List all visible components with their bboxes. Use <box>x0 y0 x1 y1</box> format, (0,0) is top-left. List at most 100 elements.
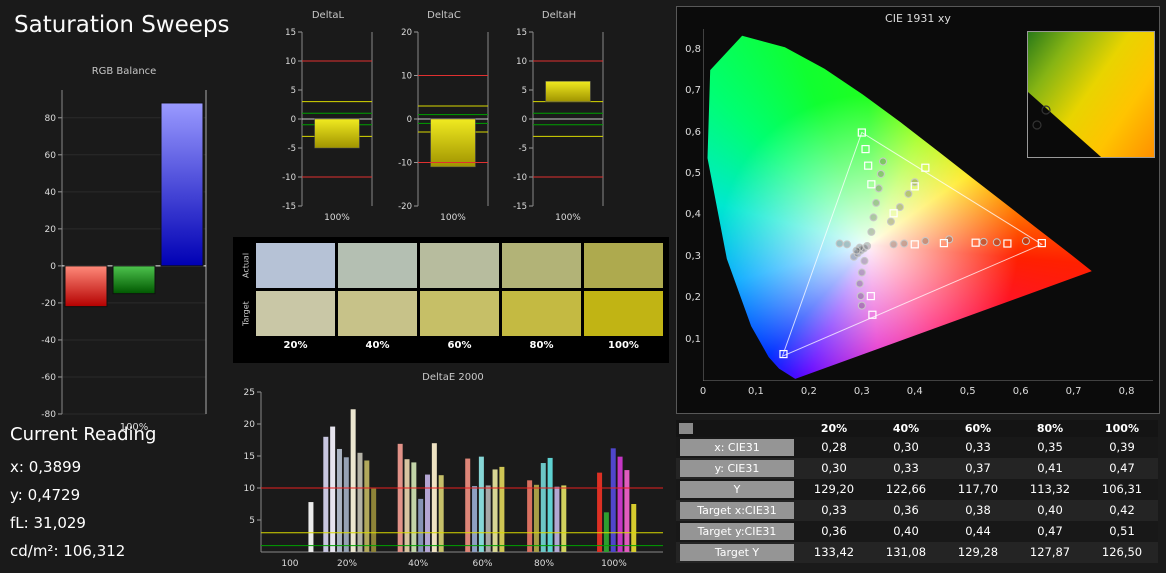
measured-point <box>855 279 864 288</box>
svg-text:100%: 100% <box>601 559 627 569</box>
deltae-bar <box>323 436 329 552</box>
rgb-bar-green <box>112 265 156 295</box>
delta-h-chart: DeltaH 15 10 5 0 -5 -10 -15 100% <box>509 10 609 230</box>
measured-point <box>889 240 898 249</box>
target-point <box>779 349 788 359</box>
table-cell: 0,47 <box>1086 458 1158 479</box>
cie-y-tick: 0,6 <box>685 126 701 138</box>
target-point <box>910 240 919 249</box>
svg-text:0: 0 <box>291 115 296 125</box>
delta-svg-0: 15 10 5 0 -5 -10 -15 100% <box>282 28 373 223</box>
target-point <box>910 182 919 191</box>
svg-text:-20: -20 <box>398 202 412 212</box>
table-cell: 0,51 <box>1086 521 1158 542</box>
rgb-balance-chart: RGB Balance 80 60 40 20 0 -20 -40 -60 -80 100% <box>34 66 214 442</box>
svg-text:100%: 100% <box>324 213 350 223</box>
table-corner <box>676 420 798 437</box>
delta-c-chart: DeltaC 20 10 0 -10 -20 100% <box>394 10 494 230</box>
deltae-bar <box>492 469 498 552</box>
swatch-corner <box>239 339 253 353</box>
svg-text:-40: -40 <box>41 336 56 346</box>
table-row-label: Target x:CIE31 <box>676 500 798 521</box>
target-point <box>1037 238 1046 248</box>
svg-text:10: 10 <box>285 57 296 67</box>
cie-y-tick: 0,3 <box>685 250 701 262</box>
cie-y-tick: 0,4 <box>685 209 701 221</box>
table-col-header: 100% <box>1086 420 1158 437</box>
measured-point <box>867 227 876 236</box>
svg-text:-15: -15 <box>282 202 296 212</box>
deltae-bar <box>478 456 484 552</box>
table-cell: 0,33 <box>798 500 870 521</box>
delta-l-chart: DeltaL 15 10 5 0 -5 -10 -15 100% <box>278 10 378 230</box>
table-cell: 0,47 <box>1014 521 1086 542</box>
cie-x-tick: 0,5 <box>959 386 976 397</box>
deltae-bar <box>533 484 539 552</box>
current-reading: Current Reading x: 0,3899 y: 0,4729 fL: … <box>10 424 240 565</box>
measured-point <box>860 256 869 265</box>
table-row-label: y: CIE31 <box>676 458 798 479</box>
saturation-swatch-table: Actual Target 20% 40% 60% 80% 100% <box>233 237 669 363</box>
svg-text:-20: -20 <box>41 299 56 309</box>
measured-point <box>856 292 865 301</box>
table-cell: 113,32 <box>1014 479 1086 500</box>
deltae-bar <box>418 498 424 552</box>
svg-text:100%: 100% <box>120 422 149 433</box>
table-row-label: x: CIE31 <box>676 437 798 458</box>
reading-y: y: 0,4729 <box>10 486 81 504</box>
swatch-col-label: 100% <box>608 340 639 351</box>
cie-y-tick: 0,1 <box>685 333 701 345</box>
measured-point <box>857 268 866 277</box>
table-cell: 126,50 <box>1086 542 1158 563</box>
svg-text:60: 60 <box>45 151 57 161</box>
svg-text:20: 20 <box>45 225 57 235</box>
svg-text:80%: 80% <box>534 559 554 569</box>
table-cell: 0,37 <box>942 458 1014 479</box>
deltae2000-svg: 25 20 15 10 5 100 20% 40% 60% 80% 100% <box>244 388 663 569</box>
target-point <box>857 128 866 137</box>
measured-point <box>874 184 883 193</box>
table-cell: 0,39 <box>1086 437 1158 458</box>
table-cell: 0,35 <box>1014 437 1086 458</box>
swatch-target-100% <box>584 291 663 336</box>
cie-plot-overlay <box>703 29 1153 381</box>
svg-text:15: 15 <box>285 28 296 38</box>
reading-x: x: 0,3899 <box>10 458 82 476</box>
swatch-target-40% <box>338 291 417 336</box>
deltae-bar <box>540 463 546 552</box>
swatch-actual-40% <box>338 243 417 288</box>
svg-text:0: 0 <box>522 115 527 125</box>
swatch-target-20% <box>256 291 335 336</box>
measured-point <box>904 189 913 198</box>
svg-text:0: 0 <box>50 262 56 272</box>
swatch-actual-100% <box>584 243 663 288</box>
delta-svg-2: 15 10 5 0 -5 -10 -15 100% <box>513 28 604 223</box>
table-cell: 0,36 <box>798 521 870 542</box>
svg-text:-15: -15 <box>513 202 527 212</box>
deltae-bar <box>465 458 471 552</box>
svg-text:40%: 40% <box>408 559 428 569</box>
table-col-header: 20% <box>798 420 870 437</box>
swatch-col-label: 80% <box>529 340 554 351</box>
rgb-bar-red <box>64 265 108 308</box>
reading-fl: fL: 31,029 <box>10 514 86 532</box>
target-point <box>889 209 898 218</box>
measured-point <box>886 217 895 226</box>
svg-text:15: 15 <box>244 452 255 462</box>
measured-point <box>863 241 872 250</box>
svg-text:-5: -5 <box>288 144 296 154</box>
cie-x-tick: 0,1 <box>747 386 764 397</box>
measured-point <box>869 213 878 222</box>
cie-y-tick: 0,7 <box>685 85 701 97</box>
measured-point <box>852 246 861 255</box>
table-col-header: 60% <box>942 420 1014 437</box>
table-cell: 0,30 <box>870 437 942 458</box>
target-point <box>921 163 930 172</box>
table-cell: 127,87 <box>1014 542 1086 563</box>
table-cell: 0,28 <box>798 437 870 458</box>
deltae-bar <box>438 475 444 552</box>
rgb-balance-title: RGB Balance <box>91 66 157 77</box>
rgb-balance-plot: 80 60 40 20 0 -20 -40 -60 -80 100% <box>34 80 214 442</box>
svg-text:10: 10 <box>244 484 256 494</box>
